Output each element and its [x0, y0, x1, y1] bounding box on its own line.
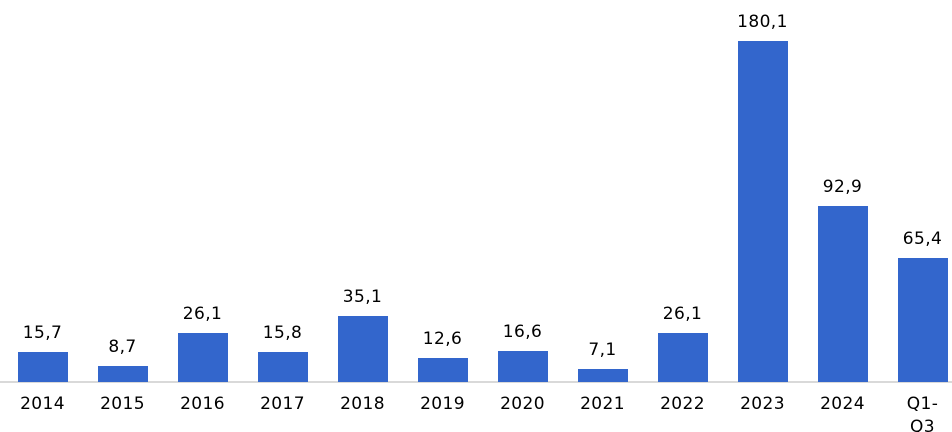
value-label: 15,8	[262, 323, 303, 343]
x-axis-label: 2018	[340, 394, 385, 414]
bar	[417, 358, 468, 382]
bar	[17, 352, 68, 382]
bar	[337, 316, 388, 382]
x-axis-label: 2019	[420, 394, 465, 414]
x-axis-label: 2017	[260, 394, 305, 414]
bar	[897, 258, 948, 382]
x-axis-label: 2020	[500, 394, 545, 414]
value-label: 35,1	[342, 287, 383, 307]
bar	[177, 333, 228, 382]
x-axis-label: 2022	[660, 394, 705, 414]
value-label: 26,1	[662, 304, 703, 324]
x-axis-label: 2023	[740, 394, 785, 414]
x-axis-line	[0, 381, 952, 383]
value-label: 26,1	[182, 304, 223, 324]
bar	[497, 351, 548, 382]
bar	[97, 366, 148, 382]
x-axis-label: 2014	[20, 394, 65, 414]
value-label: 65,4	[902, 229, 943, 249]
value-label: 16,6	[502, 322, 543, 342]
bar	[737, 41, 788, 382]
value-label: 180,1	[737, 12, 788, 32]
bar	[817, 206, 868, 382]
bar	[577, 369, 628, 382]
bar	[257, 352, 308, 382]
value-label: 12,6	[422, 329, 463, 349]
x-axis-label: Q1-Q3 2025	[906, 394, 939, 432]
x-axis-label: 2016	[180, 394, 225, 414]
bar	[657, 333, 708, 382]
value-label: 15,7	[22, 323, 63, 343]
value-label: 7,1	[588, 340, 617, 360]
value-label: 92,9	[822, 177, 863, 197]
x-axis-label: 2021	[580, 394, 625, 414]
x-axis-label: 2024	[820, 394, 865, 414]
x-axis-label: 2015	[100, 394, 145, 414]
value-label: 8,7	[108, 337, 137, 357]
